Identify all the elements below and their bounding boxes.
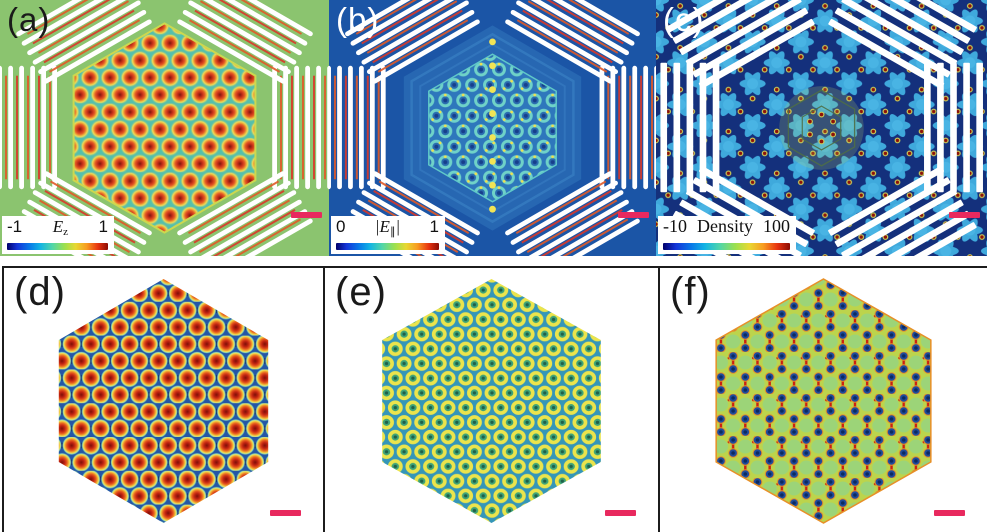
panel-f: (f) bbox=[660, 268, 987, 532]
panel-label-c: (c) bbox=[663, 1, 705, 38]
center-density-dots bbox=[806, 111, 837, 145]
colorbar-a-gradient bbox=[7, 243, 108, 250]
colorbar-a-text: -1 Ez 1 bbox=[7, 217, 108, 242]
scale-bar-d bbox=[270, 510, 301, 516]
colorbar-b-gradient bbox=[336, 243, 439, 250]
colorbar-c-gradient bbox=[663, 243, 790, 250]
panel-a: (a) -1 Ez 1 bbox=[0, 0, 329, 256]
panel-label-a: (a) bbox=[7, 1, 51, 38]
panel-d: (d) bbox=[4, 268, 325, 532]
colorbar-a-max: 1 bbox=[98, 217, 108, 236]
colorbar-c: -10 Density 100 bbox=[658, 216, 796, 254]
hexagon-field-region-a bbox=[72, 22, 257, 234]
panel-label-e: (e) bbox=[335, 270, 387, 314]
panel-c: (c) -10 Density 100 bbox=[656, 0, 987, 256]
scale-bar-e bbox=[605, 510, 636, 516]
colorbar-c-min: -10 bbox=[663, 216, 687, 236]
panel-e: (e) bbox=[325, 268, 660, 532]
bottom-row: (d) (e) bbox=[2, 266, 987, 532]
lattice-map-f bbox=[715, 278, 932, 524]
lattice-map-d bbox=[58, 279, 269, 523]
hexagon-lattice-d bbox=[58, 279, 269, 523]
colorbar-a: -1 Ez 1 bbox=[2, 216, 114, 254]
colorbar-c-label: Density bbox=[697, 216, 753, 236]
lattice-map-e bbox=[382, 279, 601, 523]
top-row: (a) -1 Ez 1 bbox=[0, 0, 987, 256]
hexagon-field-region-b bbox=[428, 53, 557, 203]
panel-b: (b) 0 |E∥| 1 bbox=[329, 0, 656, 256]
scale-bar-f bbox=[934, 510, 965, 516]
center-hexagon-outline-outer bbox=[787, 89, 856, 167]
colorbar-c-text: -10 Density 100 bbox=[663, 217, 790, 242]
hexagon-lattice-e bbox=[382, 279, 601, 523]
colorbar-b-text: 0 |E∥| 1 bbox=[336, 217, 439, 242]
center-dot-column bbox=[489, 38, 496, 213]
scale-bar-b bbox=[618, 212, 649, 218]
colorbar-c-max: 100 bbox=[763, 216, 790, 236]
field-map-c bbox=[656, 0, 987, 256]
center-highlight bbox=[779, 86, 864, 170]
colorbar-b-label: |E∥| bbox=[374, 217, 401, 238]
scale-bar-c bbox=[949, 212, 980, 218]
colorbar-b-max: 1 bbox=[429, 217, 439, 236]
field-map-a bbox=[0, 0, 329, 256]
colorbar-a-min: -1 bbox=[7, 217, 23, 236]
scale-bar-a bbox=[291, 212, 322, 218]
panel-label-d: (d) bbox=[14, 270, 66, 314]
panel-label-b: (b) bbox=[336, 1, 380, 38]
field-map-b bbox=[329, 0, 656, 256]
colorbar-b-min: 0 bbox=[336, 217, 346, 236]
colorbar-a-label: Ez bbox=[52, 217, 68, 238]
hexagon-lattice-f bbox=[715, 278, 932, 524]
center-hexagon-outline-inner bbox=[801, 105, 842, 151]
colorbar-b: 0 |E∥| 1 bbox=[331, 216, 445, 254]
panel-label-f: (f) bbox=[670, 270, 711, 314]
